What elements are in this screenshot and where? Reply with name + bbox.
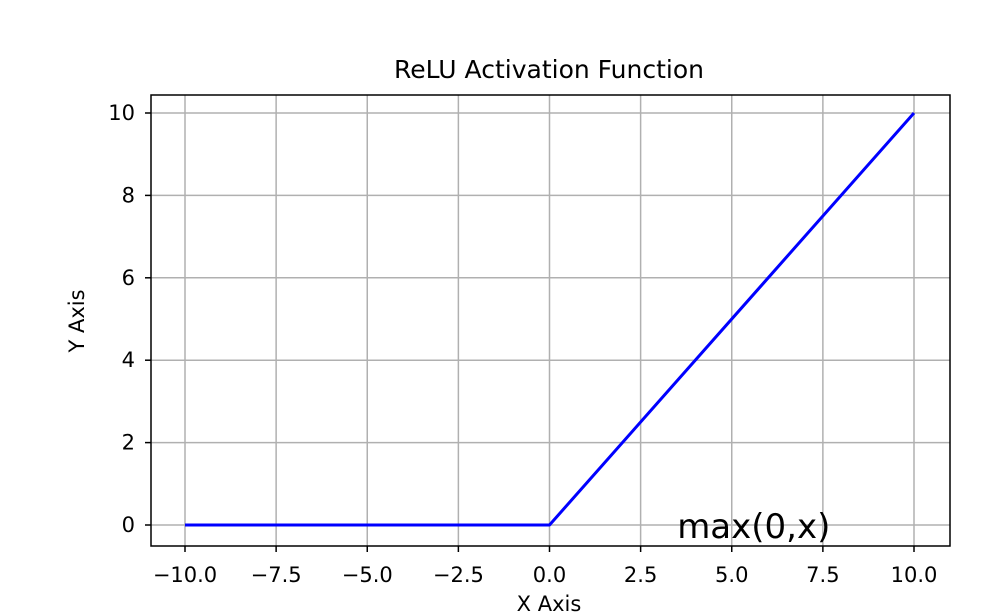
y-tick-label: 4 <box>122 348 135 372</box>
y-tick-label: 10 <box>108 101 135 125</box>
x-tick-label: 5.0 <box>715 563 748 587</box>
x-tick-label: −10.0 <box>153 563 217 587</box>
x-axis-title: X Axis <box>517 592 582 614</box>
x-tick-label: 2.5 <box>624 563 657 587</box>
y-tick-label: 6 <box>122 266 135 290</box>
x-axis-ticks: −10.0 −7.5 −5.0 −2.5 0.0 2.5 5.0 7.5 10.0 <box>153 546 938 587</box>
x-tick-label: 7.5 <box>806 563 839 587</box>
relu-line <box>185 112 916 527</box>
y-tick-label: 2 <box>122 431 135 455</box>
grid <box>151 95 950 546</box>
plot-frame <box>150 94 951 547</box>
y-tick-label: 0 <box>122 513 135 537</box>
y-axis-title: Y Axis <box>65 289 89 353</box>
series-layer <box>185 112 916 527</box>
annotation-max-label: max(0,x) <box>677 507 830 547</box>
y-axis-ticks: 0 2 4 6 8 10 <box>108 101 151 537</box>
y-tick-label: 8 <box>122 183 135 207</box>
x-tick-label: 0.0 <box>533 563 566 587</box>
x-tick-label: 10.0 <box>891 563 938 587</box>
chart-title: ReLU Activation Function <box>394 55 704 84</box>
x-tick-label: −5.0 <box>342 563 393 587</box>
x-tick-label: −7.5 <box>251 563 302 587</box>
x-tick-label: −2.5 <box>433 563 484 587</box>
